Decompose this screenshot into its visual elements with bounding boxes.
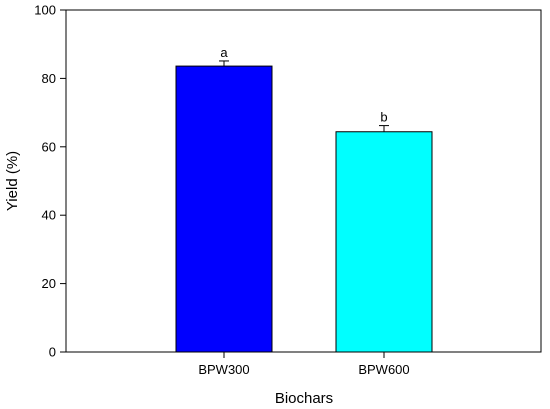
y-axis: 0 20 40 60 80 100 — [34, 3, 66, 360]
x-axis: BPW300 BPW600 — [198, 352, 410, 377]
significance-label: b — [380, 110, 387, 125]
x-tick-label: BPW300 — [198, 362, 249, 377]
x-axis-title: Biochars — [275, 390, 333, 407]
y-tick-label: 40 — [42, 208, 56, 223]
x-tick-label: BPW600 — [358, 362, 409, 377]
y-tick-label: 60 — [42, 139, 56, 154]
y-tick-label: 100 — [34, 3, 56, 18]
y-tick-label: 80 — [42, 71, 56, 86]
bar-bpw300 — [175, 65, 273, 353]
bar-bpw600 — [335, 131, 433, 353]
y-axis-title: Yield (%) — [4, 151, 21, 211]
bars-group: ab — [175, 45, 433, 353]
plot-frame — [65, 9, 542, 353]
significance-label: a — [220, 45, 228, 60]
y-tick-label: 0 — [49, 345, 56, 360]
y-tick-label: 20 — [42, 276, 56, 291]
